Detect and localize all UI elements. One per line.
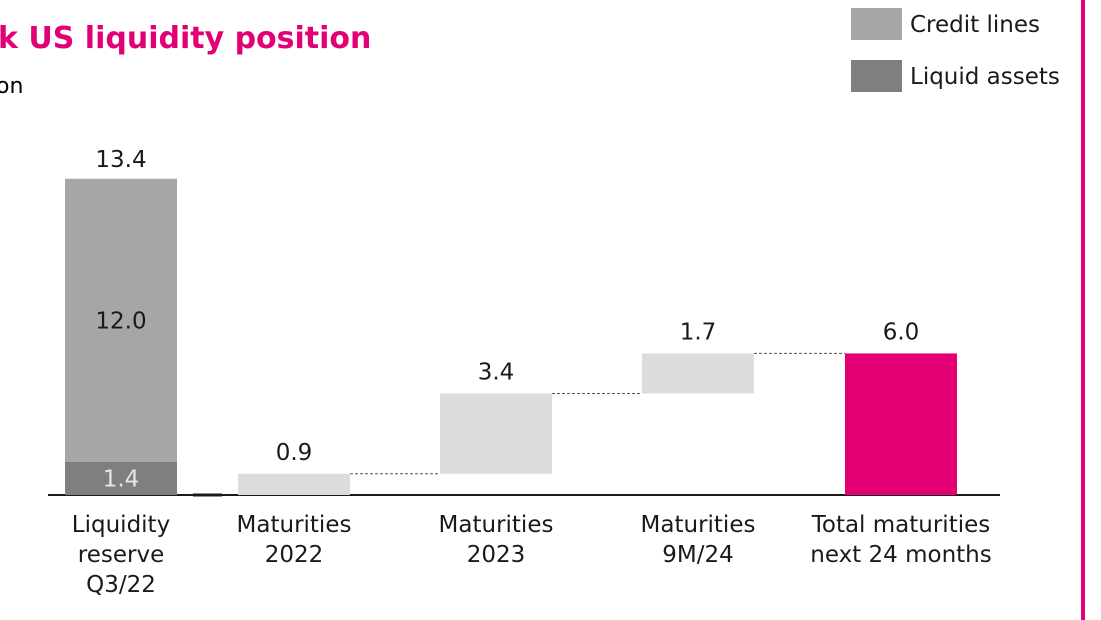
chart-subtitle: on (0, 74, 23, 99)
x-tick-label: Maturities 2023 (438, 512, 554, 568)
value-label: 13.4 (95, 147, 146, 173)
x-tick-label: Maturities 9M/24 (640, 512, 756, 568)
x-tick-label: Total maturities next 24 months (810, 512, 992, 568)
bar (440, 393, 552, 474)
x-tick-label: Maturities 2022 (236, 512, 352, 568)
bar-segment (65, 461, 177, 495)
value-label: 0.9 (276, 440, 313, 466)
value-label: 1.4 (103, 466, 140, 492)
bar (845, 353, 957, 495)
legend-swatch (851, 8, 902, 40)
legend-label: Credit lines (910, 12, 1040, 38)
x-tick-label: Liquidity reserve Q3/22 (71, 512, 171, 598)
chart-title: k US liquidity position (0, 21, 371, 56)
bar (642, 353, 754, 394)
value-label: 1.7 (680, 319, 717, 345)
legend-swatch (851, 60, 902, 92)
accent-bar (1081, 0, 1085, 620)
bar (238, 473, 350, 495)
value-label: 6.0 (883, 319, 920, 345)
value-label: 12.0 (95, 308, 146, 334)
value-label: 3.4 (478, 360, 515, 386)
legend-label: Liquid assets (910, 64, 1060, 90)
bar-segment (65, 178, 177, 462)
